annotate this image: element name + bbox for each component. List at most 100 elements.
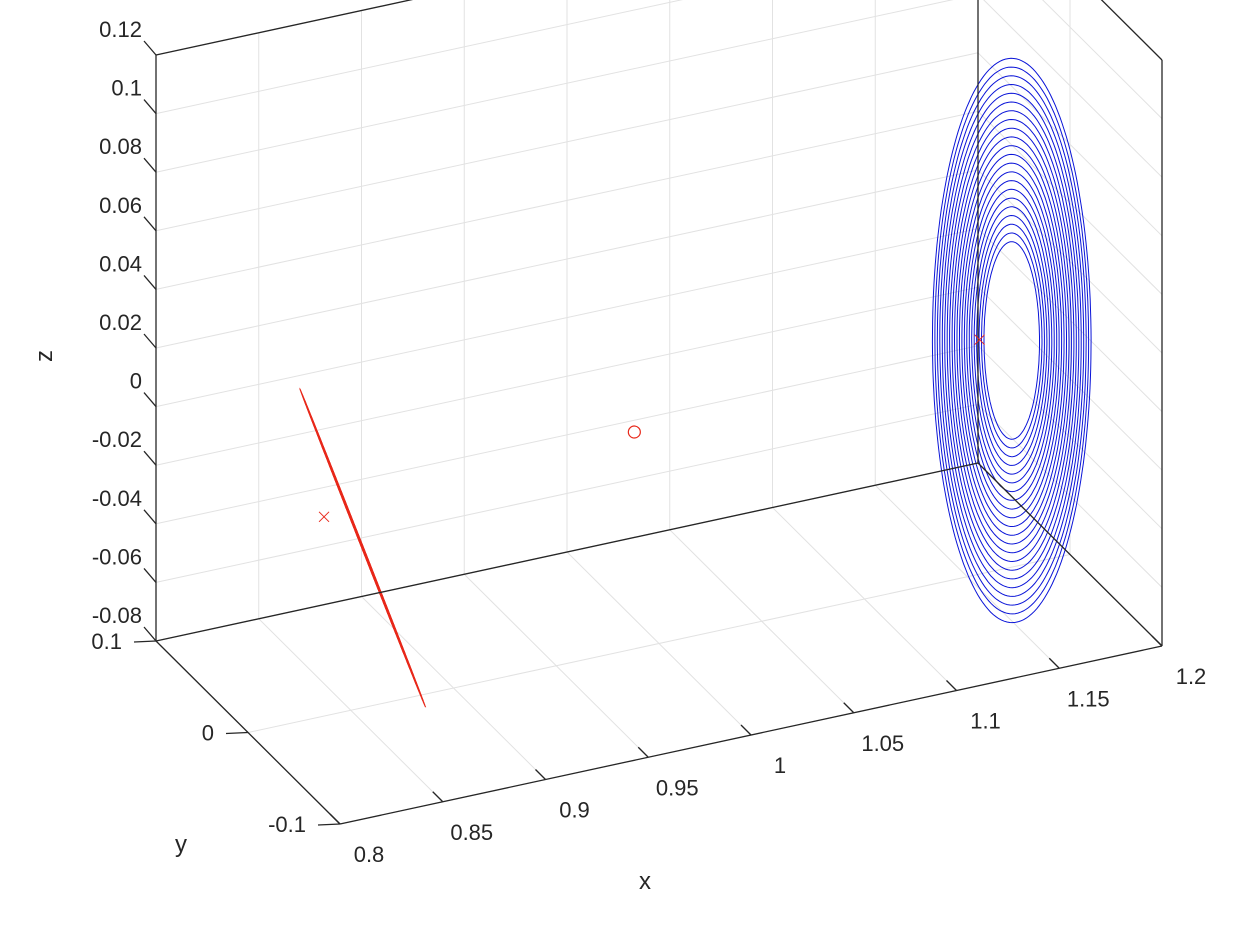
x-marker-stroke bbox=[974, 334, 985, 346]
z-tick-label: 0.06 bbox=[99, 193, 142, 218]
x-tick-label: 1.2 bbox=[1176, 664, 1207, 689]
z-tick-label: 0.12 bbox=[99, 17, 142, 42]
z-tick-mark bbox=[143, 40, 157, 56]
y-tick-label: -0.1 bbox=[268, 812, 306, 837]
x-tick-label: 0.95 bbox=[656, 775, 699, 800]
z-tick-label: -0.04 bbox=[92, 486, 142, 511]
grid-line-z-side bbox=[977, 404, 1163, 588]
grid-line-z-back bbox=[155, 403, 979, 583]
z-tick-mark bbox=[143, 392, 157, 408]
axes-box-edge bbox=[155, 0, 414, 56]
grid-line-z-side bbox=[977, 228, 1163, 412]
orbit-curve bbox=[956, 145, 1067, 536]
orbit-curve bbox=[966, 180, 1058, 501]
z-tick-label: 0.04 bbox=[99, 251, 142, 276]
grid-line-z-side bbox=[983, 0, 1163, 178]
equilibrium-markers bbox=[318, 334, 985, 523]
y-tick-label: 0 bbox=[202, 721, 214, 746]
y-tick-mark bbox=[317, 823, 341, 826]
y-tick-mark bbox=[133, 640, 157, 643]
orbit-curve bbox=[941, 92, 1082, 589]
orbit-family-2 bbox=[931, 57, 1092, 624]
orbit-curve bbox=[951, 127, 1072, 554]
axes-box-edge bbox=[155, 462, 979, 642]
orbit-curve bbox=[299, 387, 427, 708]
x-marker bbox=[974, 334, 985, 346]
orbit-curve bbox=[939, 83, 1085, 597]
orbit-curve bbox=[946, 110, 1077, 571]
orbit-curve bbox=[961, 162, 1063, 519]
x-tick-mark bbox=[740, 724, 752, 736]
z-tick-label: 0.02 bbox=[99, 310, 142, 335]
x-tick-mark bbox=[535, 769, 546, 780]
orbit-curve bbox=[934, 66, 1090, 615]
axes-box-edge bbox=[1100, 0, 1163, 61]
grid-line-z-side bbox=[1042, 0, 1163, 119]
z-tick-mark bbox=[143, 157, 157, 173]
orbit-curve bbox=[978, 223, 1045, 458]
y-tick-label: 0.1 bbox=[91, 629, 122, 654]
orbit-curve bbox=[931, 57, 1092, 624]
grid-line-z-back bbox=[155, 169, 979, 349]
axes-box-edge bbox=[977, 462, 1163, 647]
z-tick-mark bbox=[143, 567, 157, 583]
z-tick-mark bbox=[143, 99, 157, 115]
orbit-curve bbox=[944, 101, 1080, 580]
x-tick-mark bbox=[637, 746, 649, 758]
grid-line-z-back bbox=[155, 0, 683, 115]
grid-line-z-back bbox=[155, 345, 979, 525]
grid-line-z-side bbox=[977, 52, 1163, 237]
x-tick-mark bbox=[843, 702, 855, 714]
orbit-curve bbox=[971, 197, 1053, 484]
x-tick-label: 1.1 bbox=[970, 709, 1001, 734]
z-tick-label: 0.1 bbox=[111, 76, 142, 101]
orbit-families bbox=[299, 57, 1092, 708]
grid-line-z-side bbox=[977, 111, 1163, 295]
y-tick-mark bbox=[225, 731, 249, 735]
z-tick-label: 0 bbox=[130, 369, 142, 394]
x-tick-mark bbox=[329, 813, 341, 825]
x-marker bbox=[318, 511, 330, 523]
z-tick-label: -0.08 bbox=[92, 603, 142, 628]
orbit-curve bbox=[936, 75, 1087, 606]
z-tick-mark bbox=[143, 333, 157, 349]
grid-line-y-floor bbox=[247, 554, 1071, 733]
x-tick-label: 1 bbox=[774, 753, 786, 778]
z-tick-mark bbox=[143, 274, 157, 290]
circle-marker bbox=[627, 425, 641, 439]
orbit-curve bbox=[954, 136, 1070, 545]
x-tick-label: 1.05 bbox=[861, 731, 904, 756]
x-tick-mark bbox=[946, 680, 957, 691]
x-tick-mark bbox=[1048, 657, 1060, 669]
x-tick-label: 1.15 bbox=[1067, 686, 1110, 711]
z-tick-label: 0.08 bbox=[99, 134, 142, 159]
orbit-curve bbox=[981, 232, 1043, 449]
x-axis-label: x bbox=[639, 868, 651, 895]
orbit-curve bbox=[983, 241, 1040, 440]
orbit-curve bbox=[973, 206, 1050, 475]
z-tick-label: -0.06 bbox=[92, 544, 142, 569]
grid-line-z-back bbox=[155, 52, 979, 232]
z-axis-label: z bbox=[31, 350, 58, 362]
z-tick-mark bbox=[143, 626, 157, 642]
grid-lines bbox=[155, 0, 1163, 825]
x-tick-label: 0.9 bbox=[559, 798, 590, 823]
x-tick-mark bbox=[1151, 635, 1163, 647]
axis-ticks: 0.80.850.90.9511.051.11.151.2-0.100.1-0.… bbox=[91, 17, 1206, 867]
orbit-curve bbox=[976, 214, 1048, 466]
orbit-family-1 bbox=[299, 387, 427, 708]
orbit-curve bbox=[968, 188, 1055, 493]
z-tick-mark bbox=[143, 450, 157, 466]
x-tick-label: 0.85 bbox=[450, 820, 493, 845]
z-tick-label: -0.02 bbox=[92, 427, 142, 452]
grid-line-z-back bbox=[155, 228, 979, 408]
y-axis-label: y bbox=[175, 831, 187, 858]
z-tick-mark bbox=[143, 509, 157, 525]
grid-line-z-back bbox=[155, 110, 979, 290]
x-tick-label: 0.8 bbox=[354, 842, 385, 867]
x-tick-mark bbox=[432, 791, 444, 803]
orbit-curve bbox=[958, 153, 1065, 527]
orbit-curve bbox=[949, 118, 1075, 563]
grid-line-z-back bbox=[155, 286, 979, 466]
